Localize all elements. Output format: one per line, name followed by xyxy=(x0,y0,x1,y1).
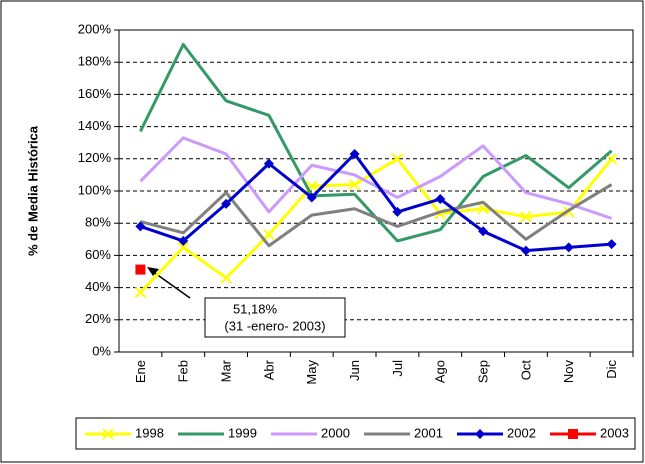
y-tick-label: 20% xyxy=(85,311,111,326)
y-tick-label: 100% xyxy=(78,182,112,197)
x-tick-label: Abr xyxy=(261,359,276,380)
point-marker xyxy=(392,206,403,217)
point-marker xyxy=(606,239,617,250)
annotation-value: 51,18% xyxy=(233,301,278,316)
legend-box xyxy=(75,417,636,450)
x-tick-label: Ene xyxy=(133,360,148,383)
y-tick-label: 40% xyxy=(85,279,111,294)
y-tick-label: 180% xyxy=(78,54,112,69)
point-marker xyxy=(220,272,232,284)
legend-label: 1999 xyxy=(228,425,257,440)
point-marker xyxy=(135,264,146,275)
legend-label: 2000 xyxy=(321,425,350,440)
y-tick-label: 0% xyxy=(92,343,111,358)
point-marker xyxy=(478,226,489,237)
x-tick-label: Feb xyxy=(176,360,191,382)
legend-label: 2003 xyxy=(600,425,629,440)
series-line xyxy=(139,136,613,220)
legend-label: 2001 xyxy=(414,425,443,440)
legend-marker xyxy=(568,429,578,439)
point-marker xyxy=(221,198,232,209)
point-marker xyxy=(134,286,147,299)
annotation-box xyxy=(204,297,346,338)
x-tick-label: Nov xyxy=(561,360,576,384)
x-tick-label: Jul xyxy=(390,360,405,377)
y-tick-label: 160% xyxy=(78,86,112,101)
point-marker xyxy=(520,245,531,256)
point-marker xyxy=(263,228,275,241)
annotation-arrowhead xyxy=(147,267,159,276)
series-line xyxy=(140,183,613,248)
y-tick-label: 80% xyxy=(85,215,111,230)
point-marker xyxy=(435,194,446,205)
legend-label: 1998 xyxy=(135,425,164,440)
point-marker xyxy=(263,158,274,169)
x-tick-label: Sep xyxy=(476,360,491,383)
x-tick-label: Dic xyxy=(604,360,619,379)
annotation-date: (31 -enero- 2003) xyxy=(224,318,325,333)
point-marker xyxy=(178,235,189,246)
y-tick-label: 200% xyxy=(78,21,112,36)
y-tick-label: 120% xyxy=(78,150,112,165)
x-tick-label: Oct xyxy=(518,360,533,381)
x-tick-label: Jun xyxy=(347,360,362,381)
point-marker xyxy=(391,153,404,165)
point-marker xyxy=(520,211,532,223)
point-marker xyxy=(177,241,189,254)
series-line xyxy=(139,152,612,253)
series-line xyxy=(139,157,613,294)
point-marker xyxy=(135,221,146,232)
y-tick-label: 140% xyxy=(78,118,112,133)
point-marker xyxy=(349,148,360,159)
point-marker xyxy=(306,192,317,203)
point-marker xyxy=(348,178,361,191)
x-tick-label: May xyxy=(304,360,319,385)
legend-label: 2002 xyxy=(507,425,536,440)
legend-marker xyxy=(102,428,114,440)
y-tick-label: 60% xyxy=(85,247,111,262)
legend-marker xyxy=(475,429,485,439)
x-tick-label: Ago xyxy=(433,360,448,383)
x-tick-label: Mar xyxy=(219,359,234,382)
y-axis-label: % de Media Histórica xyxy=(25,125,40,256)
point-marker xyxy=(563,242,574,253)
